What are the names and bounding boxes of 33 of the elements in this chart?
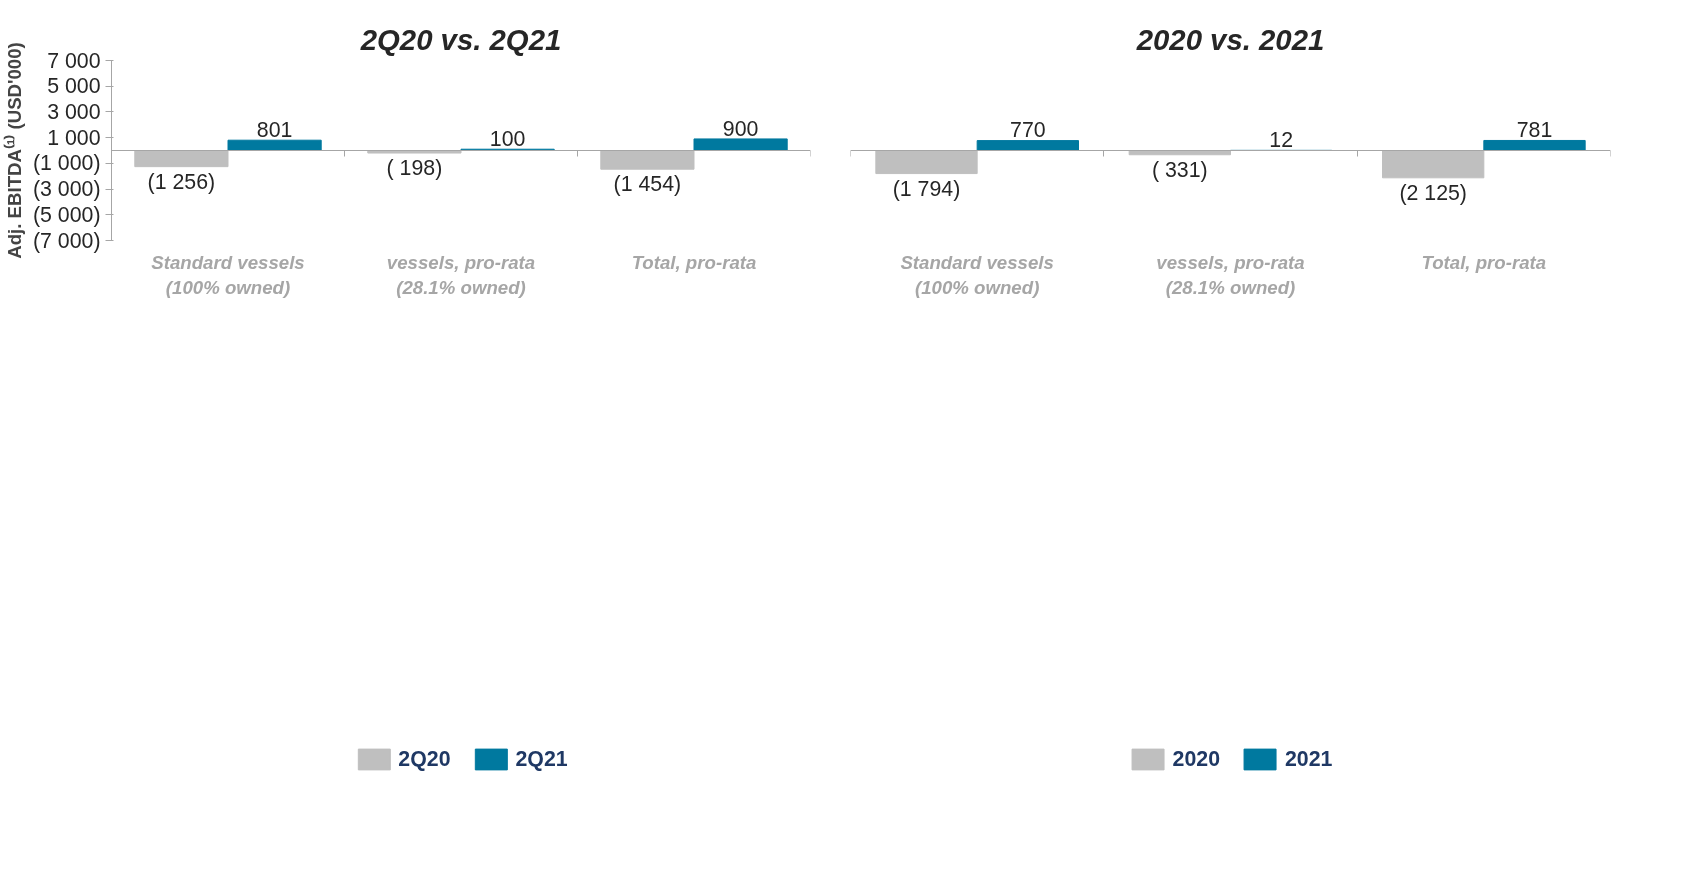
- y-tick-label: (7 000): [32, 228, 101, 253]
- data-label: ( 331): [1151, 157, 1208, 182]
- data-label: 781: [1516, 118, 1553, 143]
- data-label: 801: [256, 117, 293, 142]
- legend-label: 2020: [1172, 746, 1220, 772]
- chart-title: 2020 vs. 2021: [1135, 22, 1325, 56]
- data-label: (1 256): [147, 169, 216, 194]
- y-tick-label: 7 000: [47, 48, 101, 73]
- x-tick-label: Total, pro-rata: [631, 251, 757, 273]
- y-tick-label: 5 000: [47, 74, 101, 99]
- y-tick-label: (3 000): [32, 177, 101, 202]
- y-tick-label: (5 000): [32, 202, 101, 227]
- data-label: (1 794): [892, 176, 961, 201]
- y-tick-label: (1 000): [32, 151, 101, 176]
- y-tick-label: 3 000: [47, 99, 101, 124]
- chart-title: 2Q20 vs. 2Q21: [359, 22, 562, 56]
- y-tick-label: 1 000: [47, 125, 101, 150]
- data-label: 12: [1269, 128, 1294, 153]
- data-label: (1 454): [613, 172, 682, 197]
- x-tick-label: Standard vessels (100% owned): [151, 251, 305, 298]
- data-label: ( 198): [386, 156, 443, 181]
- legend-label: 2Q21: [515, 746, 568, 772]
- legend-label: 2Q20: [398, 746, 451, 772]
- x-tick-label: Standard vessels (100% owned): [900, 251, 1054, 298]
- data-label: 100: [489, 127, 526, 151]
- x-tick-label: vessels, pro-rata (28.1% owned): [1156, 251, 1305, 298]
- y-axis-title: Adj. EBITDA⁽¹⁾ (USD'000): [2, 42, 25, 259]
- data-label: 900: [722, 116, 759, 141]
- x-tick-label: Total, pro-rata: [1421, 251, 1547, 273]
- data-label: (2 125): [1399, 181, 1467, 206]
- data-label: 770: [1010, 118, 1046, 143]
- legend-label: 2021: [1285, 746, 1333, 772]
- x-tick-label: vessels, pro-rata (28.1% owned): [386, 251, 536, 298]
